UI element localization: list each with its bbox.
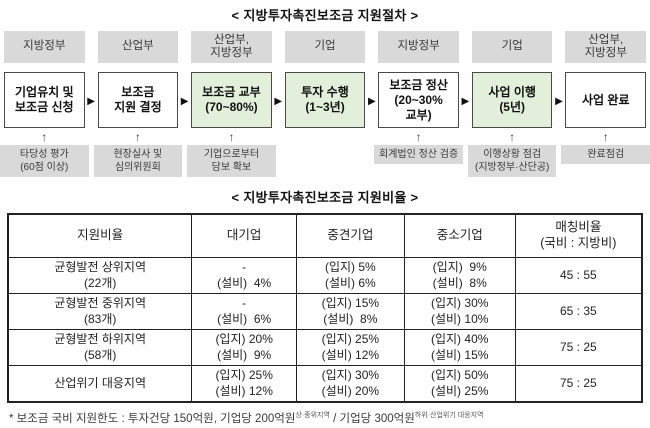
flow-stage-6: 기업 사업 이행 (5년) ↑ 이행상황 점검 (지방정부·산단공) bbox=[467, 31, 557, 177]
process-note: 기업으로부터 담보 확보 bbox=[187, 145, 276, 177]
arrow-up-icon: ↑ bbox=[415, 130, 422, 144]
region-cell: 균형발전 상위지역 (22개) bbox=[7, 257, 193, 294]
arrow-right-icon: ▶ bbox=[367, 96, 376, 107]
process-box: 보조금 정산 (20~30% 교부) bbox=[378, 72, 459, 128]
process-note: 현장실사 및 심의위원회 bbox=[93, 145, 183, 177]
region-cell: 균형발전 하위지역 (58개) bbox=[7, 329, 193, 366]
process-box: 사업 이행 (5년) bbox=[471, 72, 553, 128]
agency-label: 지방정부 bbox=[378, 31, 459, 63]
arrow-up-icon: ↑ bbox=[602, 130, 609, 144]
col-header-region: 지원비율 bbox=[7, 213, 193, 258]
small-company-cell: (입지) 50% (설비) 25% bbox=[403, 365, 516, 403]
large-company-cell: - (설비) 4% bbox=[191, 257, 297, 294]
mid-company-cell: (입지) 15% (설비) 8% bbox=[295, 293, 405, 330]
large-company-cell: (입지) 20% (설비) 9% bbox=[191, 329, 297, 366]
small-company-cell: (입지) 30% (설비) 10% bbox=[403, 293, 516, 330]
footnote-text-2: / 기업당 300억원 bbox=[329, 413, 415, 425]
table-row: 균형발전 상위지역 (22개) - (설비) 4% (입지) 5% (설비) 6… bbox=[7, 257, 643, 294]
footnote-text: * 보조금 국비 지원한도 : 투자건당 150억원, 기업당 200억원 bbox=[9, 413, 296, 425]
flow-stage-1: 지방정부 기업유치 및 보조금 신청 ↑ 타당성 평가 (60점 이상) bbox=[0, 31, 89, 177]
large-company-cell: - (설비) 6% bbox=[191, 293, 297, 330]
process-box: 보조금 교부 (70~80%) bbox=[191, 72, 272, 128]
table-header-row: 지원비율 대기업 중견기업 중소기업 매칭비율 (국비 : 지방비) bbox=[7, 213, 643, 258]
process-note: 회계법인 정산 검증 bbox=[374, 145, 463, 164]
col-header-mid-company: 중견기업 bbox=[295, 213, 405, 258]
mid-company-cell: (입지) 25% (설비) 12% bbox=[295, 329, 405, 366]
table-row: 산업위기 대응지역 (입지) 25% (설비) 12% (입지) 30% (설비… bbox=[7, 365, 643, 403]
mid-company-cell: (입지) 30% (설비) 20% bbox=[295, 365, 405, 403]
table-row: 균형발전 중위지역 (83개) - (설비) 6% (입지) 15% (설비) … bbox=[7, 293, 643, 330]
mid-company-cell: (입지) 5% (설비) 6% bbox=[295, 257, 405, 294]
region-cell: 균형발전 중위지역 (83개) bbox=[7, 293, 193, 330]
agency-label: 지방정부 bbox=[4, 31, 85, 63]
flow-stage-3: 산업부, 지방정부 보조금 교부 (70~80%) ↑ 기업으로부터 담보 확보 bbox=[187, 31, 276, 177]
col-header-small-company: 중소기업 bbox=[403, 213, 516, 258]
matching-ratio-cell: 75 : 25 bbox=[514, 365, 643, 403]
arrow-up-icon: ↑ bbox=[134, 130, 141, 144]
flow-stage-5: 지방정부 보조금 정산 (20~30% 교부) ↑ 회계법인 정산 검증 bbox=[374, 31, 463, 164]
flow-stage-4: 기업 투자 수행 (1~3년) bbox=[284, 31, 366, 128]
ratio-table-title: < 지방투자촉진보조금 지원비율 > bbox=[231, 190, 419, 205]
process-box: 기업유치 및 보조금 신청 bbox=[4, 72, 85, 128]
table-row: 균형발전 하위지역 (58개) (입지) 20% (설비) 9% (입지) 25… bbox=[7, 329, 643, 366]
matching-ratio-cell: 45 : 55 bbox=[514, 257, 643, 294]
flow-stage-2: 산업부 보조금 지원 결정 ↑ 현장실사 및 심의위원회 bbox=[93, 31, 183, 177]
arrow-right-icon: ▶ bbox=[461, 96, 470, 107]
footnote-superscript-2: 하위·산업위기 대응지역 bbox=[414, 412, 484, 420]
matching-ratio-cell: 75 : 25 bbox=[514, 329, 643, 366]
process-box: 투자 수행 (1~3년) bbox=[284, 72, 366, 128]
region-cell: 산업위기 대응지역 bbox=[7, 365, 193, 403]
small-company-cell: (입지) 40% (설비) 15% bbox=[403, 329, 516, 366]
arrow-right-icon: ▶ bbox=[180, 96, 189, 107]
arrow-right-icon: ▶ bbox=[87, 96, 95, 107]
arrow-up-icon: ↑ bbox=[509, 130, 516, 144]
arrow-right-icon: ▶ bbox=[274, 96, 283, 107]
process-note: 타당성 평가 (60점 이상) bbox=[0, 145, 89, 177]
agency-label: 산업부 bbox=[97, 31, 179, 63]
agency-label: 기업 bbox=[284, 31, 366, 63]
support-ratio-table: 지원비율 대기업 중견기업 중소기업 매칭비율 (국비 : 지방비) 균형발전 … bbox=[7, 213, 643, 403]
flow-stage-7: 산업부, 지방정부 사업 완료 ↑ 완료점검 bbox=[561, 31, 650, 164]
arrow-right-icon: ▶ bbox=[555, 96, 563, 107]
agency-label: 산업부, 지방정부 bbox=[565, 31, 647, 63]
agency-label: 기업 bbox=[471, 31, 553, 63]
process-note: 이행상황 점검 (지방정부·산단공) bbox=[467, 145, 557, 177]
arrow-up-icon: ↑ bbox=[228, 130, 235, 144]
process-note: 완료점검 bbox=[561, 145, 650, 164]
process-title: < 지방투자촉진보조금 지원절차 > bbox=[231, 8, 419, 23]
small-company-cell: (입지) 9% (설비) 8% bbox=[403, 257, 516, 294]
agency-label: 산업부, 지방정부 bbox=[191, 31, 272, 63]
arrow-up-icon: ↑ bbox=[41, 130, 48, 144]
process-flow: 지방정부 기업유치 및 보조금 신청 ↑ 타당성 평가 (60점 이상) ▶ 산… bbox=[0, 31, 650, 177]
footnote-superscript-1: 상·중위지역 bbox=[295, 412, 330, 420]
matching-ratio-cell: 65 : 35 bbox=[514, 293, 643, 330]
col-header-matching-ratio: 매칭비율 (국비 : 지방비) bbox=[514, 213, 643, 258]
large-company-cell: (입지) 25% (설비) 12% bbox=[191, 365, 297, 403]
process-box: 사업 완료 bbox=[565, 72, 647, 128]
col-header-large-company: 대기업 bbox=[191, 213, 297, 258]
footnote: * 보조금 국비 지원한도 : 투자건당 150억원, 기업당 200억원상·중… bbox=[9, 410, 648, 426]
process-box: 보조금 지원 결정 bbox=[97, 72, 179, 128]
